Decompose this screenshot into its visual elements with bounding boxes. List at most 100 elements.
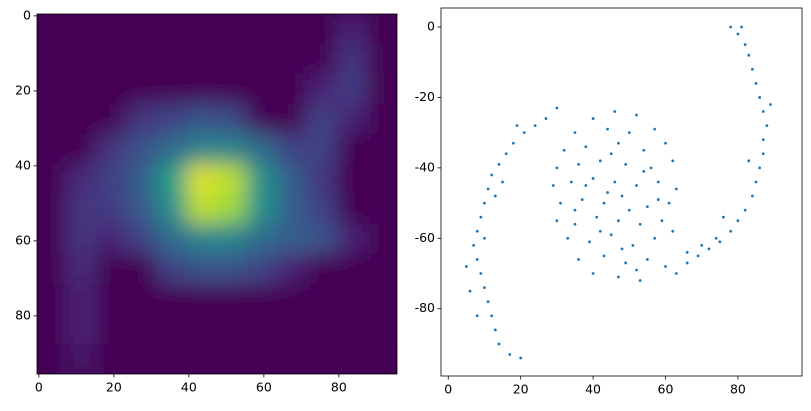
heatmap-cell xyxy=(126,193,158,225)
scatter-point xyxy=(743,208,747,212)
heatmap-cell xyxy=(306,253,338,285)
scatter-point xyxy=(761,138,765,142)
heatmap-cell xyxy=(306,283,338,315)
heatmap-cell xyxy=(156,253,188,285)
heatmap-cell xyxy=(126,103,158,135)
scatter-point xyxy=(674,187,678,191)
heatmap-cell xyxy=(186,283,218,315)
heatmap-cell xyxy=(366,43,397,75)
scatter-point xyxy=(483,201,486,205)
heatmap-cell xyxy=(96,193,128,225)
heatmap-cell xyxy=(246,43,278,75)
scatter-point xyxy=(512,141,515,145)
heatmap-cell xyxy=(66,253,98,285)
scatter-point xyxy=(635,184,638,187)
scatter-point xyxy=(584,184,588,187)
scatter-point xyxy=(617,141,620,145)
scatter-point xyxy=(620,247,624,251)
heatmap-cell xyxy=(186,343,218,374)
heatmap-cell xyxy=(186,14,218,45)
x-tick-label: 20 xyxy=(106,380,122,395)
scatter-point xyxy=(642,169,646,173)
heatmap-cell xyxy=(96,133,128,165)
scatter-point xyxy=(740,25,743,29)
scatter-point xyxy=(707,247,711,251)
y-tick-label: 40 xyxy=(15,157,31,172)
scatter-point xyxy=(573,208,577,212)
heatmap-cell xyxy=(66,343,98,374)
scatter-point xyxy=(617,275,620,279)
scatter-point xyxy=(533,124,537,128)
heatmap-cell xyxy=(126,223,158,255)
heatmap-cell xyxy=(37,103,68,135)
y-tick-label: -60 xyxy=(415,230,435,245)
heatmap-cell xyxy=(246,193,278,225)
scatter-point xyxy=(591,272,595,275)
heatmap-cell xyxy=(126,43,158,75)
scatter-point xyxy=(627,208,631,212)
heatmap-cell xyxy=(246,313,278,345)
scatter-point xyxy=(671,229,675,233)
y-tick-label: -40 xyxy=(415,159,435,174)
y-tick-label: 0 xyxy=(427,19,435,34)
heatmap-cell xyxy=(126,163,158,195)
heatmap-cell xyxy=(366,193,397,225)
heatmap-cell xyxy=(96,223,128,255)
scatter-point xyxy=(671,159,675,163)
heatmap-cell xyxy=(246,163,278,195)
heatmap-cell xyxy=(186,163,218,195)
scatter-point xyxy=(562,148,566,152)
scatter-point xyxy=(700,243,704,247)
heatmap-cell xyxy=(366,163,397,195)
heatmap-cell xyxy=(156,283,188,315)
heatmap-cell xyxy=(336,163,368,195)
heatmap-cell xyxy=(186,223,218,255)
heatmap-cell xyxy=(156,43,188,75)
scatter-point xyxy=(613,110,617,113)
scatter-point xyxy=(591,177,595,180)
heatmap-cell xyxy=(126,14,158,45)
scatter-point xyxy=(544,117,548,120)
scatter-point xyxy=(508,353,512,356)
heatmap-cell xyxy=(306,313,338,345)
scatter-point xyxy=(573,131,577,135)
scatter-point xyxy=(464,265,468,268)
heatmap-cell xyxy=(156,223,188,255)
heatmap-cell xyxy=(66,43,98,75)
scatter-point xyxy=(761,152,765,156)
heatmap-cell xyxy=(276,193,308,225)
heatmap-cell xyxy=(246,253,278,285)
scatter-point xyxy=(696,254,700,258)
heatmap-cell xyxy=(66,193,98,225)
heatmap-cell xyxy=(276,163,308,195)
y-tick-label: -80 xyxy=(415,300,435,315)
x-tick-label: 80 xyxy=(331,380,347,395)
heatmap-cell xyxy=(336,73,368,105)
scatter-point xyxy=(620,194,624,198)
heatmap-cell xyxy=(37,43,68,75)
heatmap-cell xyxy=(336,103,368,135)
heatmap-cell xyxy=(66,133,98,165)
scatter-point xyxy=(522,131,526,135)
scatter-point xyxy=(638,222,642,226)
x-tick-label: 0 xyxy=(35,380,43,395)
scatter-point xyxy=(667,201,671,205)
heatmap-cell xyxy=(276,343,308,374)
scatter-point xyxy=(656,198,660,201)
scatter-point xyxy=(761,110,765,113)
heatmap-cell xyxy=(96,43,128,75)
scatter-point xyxy=(577,258,580,261)
heatmap-cell xyxy=(366,313,397,345)
heatmap-cell xyxy=(216,343,248,374)
scatter-point xyxy=(483,286,486,290)
heatmap-cell xyxy=(66,283,98,315)
scatter-point xyxy=(559,201,562,205)
scatter-point xyxy=(566,236,570,240)
axes-frame xyxy=(440,7,803,377)
heatmap-cell xyxy=(156,73,188,105)
heatmap-cell xyxy=(216,73,248,105)
scatter-point xyxy=(606,191,609,194)
scatter-point xyxy=(613,180,617,184)
heatmap-cell xyxy=(66,163,98,195)
heatmap-cell xyxy=(366,133,397,165)
